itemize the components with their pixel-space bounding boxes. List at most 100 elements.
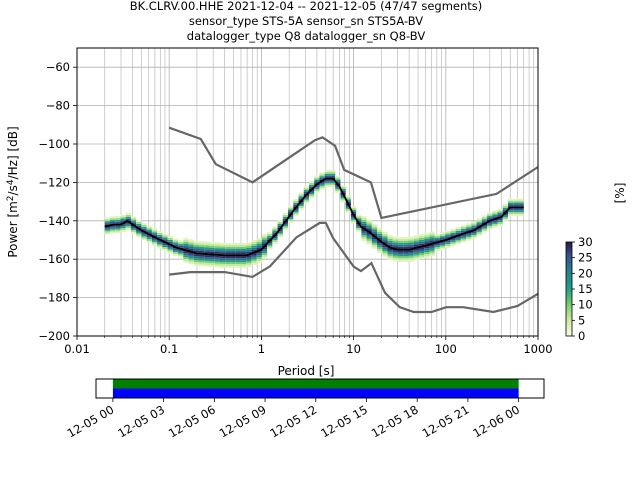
heatmap-cell: [214, 246, 220, 249]
heatmap-cell: [225, 250, 231, 253]
heatmap-cell: [518, 210, 524, 213]
heatmap-cell: [141, 232, 147, 235]
heatmap-cell: [298, 202, 304, 204]
heatmap-cell: [214, 261, 220, 264]
heatmap-cell: [136, 225, 142, 228]
heatmap-cell: [109, 225, 116, 228]
heatmap-cell: [251, 242, 257, 244]
heatmap-cell: [398, 244, 404, 247]
heatmap-cell: [497, 212, 503, 215]
heatmap-cell: [418, 234, 425, 237]
heatmap-cell: [508, 204, 514, 207]
heatmap-cell: [209, 261, 215, 264]
heatmap-cell: [225, 248, 231, 251]
heatmap-cell: [413, 254, 419, 257]
heatmap-cell: [120, 218, 126, 221]
y-tick-label: −80: [46, 99, 70, 113]
heatmap-cell: [319, 187, 325, 190]
heatmap-cell: [377, 243, 383, 246]
heatmap-cell: [246, 249, 252, 252]
heatmap-cell: [303, 186, 309, 189]
heatmap-cell: [492, 220, 498, 222]
heatmap-cell: [382, 235, 388, 238]
heatmap-cell: [277, 229, 283, 232]
y-label-part-3: /Hz] [dB]: [6, 126, 20, 179]
x-axis-label: Period [s]: [278, 364, 335, 378]
heatmap-cell: [172, 244, 179, 247]
heatmap-cell: [429, 233, 435, 236]
heatmap-cell: [288, 215, 294, 218]
heatmap-cell: [261, 235, 268, 238]
x-tick-label: 0.01: [64, 342, 90, 356]
heatmap-cell: [445, 232, 451, 235]
heatmap-cell: [214, 259, 220, 262]
heatmap-cell: [471, 231, 477, 234]
heatmap-cell: [288, 209, 294, 212]
heatmap-cell: [157, 244, 163, 247]
timeline-tick-label: 12-05 03: [115, 402, 167, 440]
heatmap-cell: [324, 179, 330, 182]
heatmap-cell: [288, 217, 294, 220]
heatmap-cell: [167, 245, 173, 248]
heatmap-cell: [204, 247, 210, 250]
heatmap-cell: [261, 243, 268, 246]
heatmap-cell: [109, 229, 116, 232]
heatmap-cell: [497, 224, 503, 226]
heatmap-cell: [434, 249, 440, 252]
heatmap-cell: [308, 180, 315, 183]
heatmap-cell: [146, 229, 152, 232]
heatmap-cell: [455, 230, 461, 233]
heatmap-cell: [183, 245, 189, 248]
heatmap-cell: [371, 242, 378, 245]
heatmap-cell: [319, 183, 325, 186]
heatmap-cell: [377, 241, 383, 244]
heatmap-cell: [298, 194, 304, 197]
heatmap-cell: [508, 208, 514, 211]
heatmap-cell: [172, 240, 179, 243]
heatmap-cell: [513, 204, 519, 207]
heatmap-cell: [450, 228, 456, 231]
heatmap-cell: [377, 229, 383, 232]
heatmap-cell: [125, 214, 131, 217]
heatmap-cell: [157, 240, 163, 243]
heatmap-cell: [199, 256, 205, 259]
heatmap-cell: [487, 214, 493, 217]
heatmap-cell: [219, 242, 226, 245]
heatmap-cell: [261, 237, 268, 240]
heatmap-cell: [230, 265, 236, 268]
heatmap-cell: [382, 233, 388, 236]
heatmap-cell: [434, 235, 440, 238]
heatmap-cell: [508, 202, 514, 205]
heatmap-cell: [481, 224, 488, 227]
heatmap-cell: [267, 241, 273, 244]
heatmap-cell: [178, 245, 184, 248]
heatmap-cell: [199, 264, 205, 267]
heatmap-cell: [267, 243, 273, 246]
heatmap-cell: [209, 265, 215, 267]
y-label-part-1: Power [m: [6, 201, 20, 257]
heatmap-cell: [183, 253, 189, 256]
heatmap-cell: [151, 234, 158, 237]
heatmap-cell: [502, 217, 509, 220]
heatmap-cell: [183, 241, 189, 244]
heatmap-cell: [141, 226, 147, 229]
heatmap-cell: [424, 252, 430, 254]
heatmap-cell: [214, 251, 220, 254]
heatmap-cell: [434, 239, 440, 242]
heatmap-cell: [450, 234, 456, 237]
heatmap-cell: [450, 238, 456, 241]
heatmap-cell: [214, 248, 220, 251]
heatmap-cell: [387, 244, 393, 247]
heatmap-cell: [387, 242, 393, 245]
y-tick-label: −160: [38, 252, 70, 266]
heatmap-cell: [356, 216, 362, 219]
heatmap-cell: [502, 213, 509, 216]
heatmap-cell: [246, 263, 252, 266]
heatmap-cell: [256, 261, 262, 263]
grid-lines: [77, 48, 538, 336]
heatmap-cell: [408, 259, 414, 262]
heatmap-cell: [235, 265, 241, 268]
heatmap-cell: [340, 186, 346, 189]
heatmap-cell: [146, 235, 152, 238]
heatmap-cell: [424, 246, 430, 249]
